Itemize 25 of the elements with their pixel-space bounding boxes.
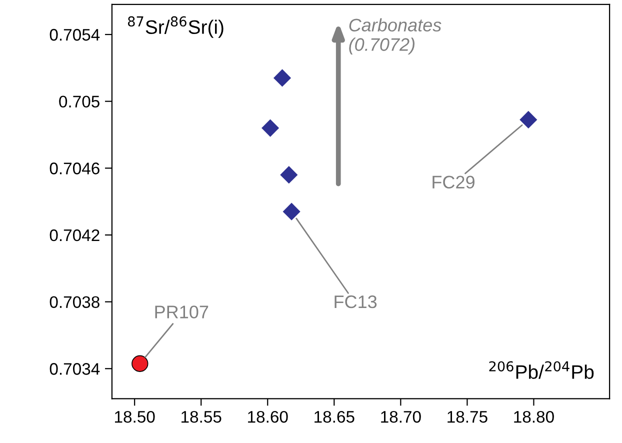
annotation: Carbonates (0.7072) [349, 18, 442, 54]
y-tick-label: 0.7042 [50, 229, 100, 242]
point [273, 69, 292, 87]
point [280, 166, 298, 184]
x-tick-label: 18.80 [514, 410, 554, 423]
annotation: FC13 [334, 295, 377, 308]
point [132, 355, 148, 372]
y-tick-label: 0.7038 [50, 296, 100, 308]
x-axis-title: $^{206}$Pb/$^{204}$Pb [489, 361, 594, 379]
x-tick-label: 18.50 [114, 410, 155, 423]
annotation: PR107 [155, 306, 208, 318]
y-tick-label: 0.7054 [50, 28, 100, 41]
x-tick-label: 18.75 [448, 410, 488, 423]
x-tick-label: 18.70 [381, 410, 421, 423]
y-axis-title: $^{87}$Sr/$^{86}$Sr(i) [128, 16, 224, 38]
y-tick-label: 0.705 [59, 96, 100, 108]
annotation: FC29 [432, 176, 474, 189]
x-tick-label: 18.55 [182, 410, 222, 423]
y-tick-label: 0.7046 [50, 162, 100, 174]
point [262, 119, 280, 137]
point [282, 202, 300, 220]
x-tick-label: 18.65 [314, 410, 354, 423]
x-tick-label: 18.60 [248, 410, 288, 423]
y-tick-label: 0.7034 [50, 363, 100, 375]
point [520, 110, 538, 128]
